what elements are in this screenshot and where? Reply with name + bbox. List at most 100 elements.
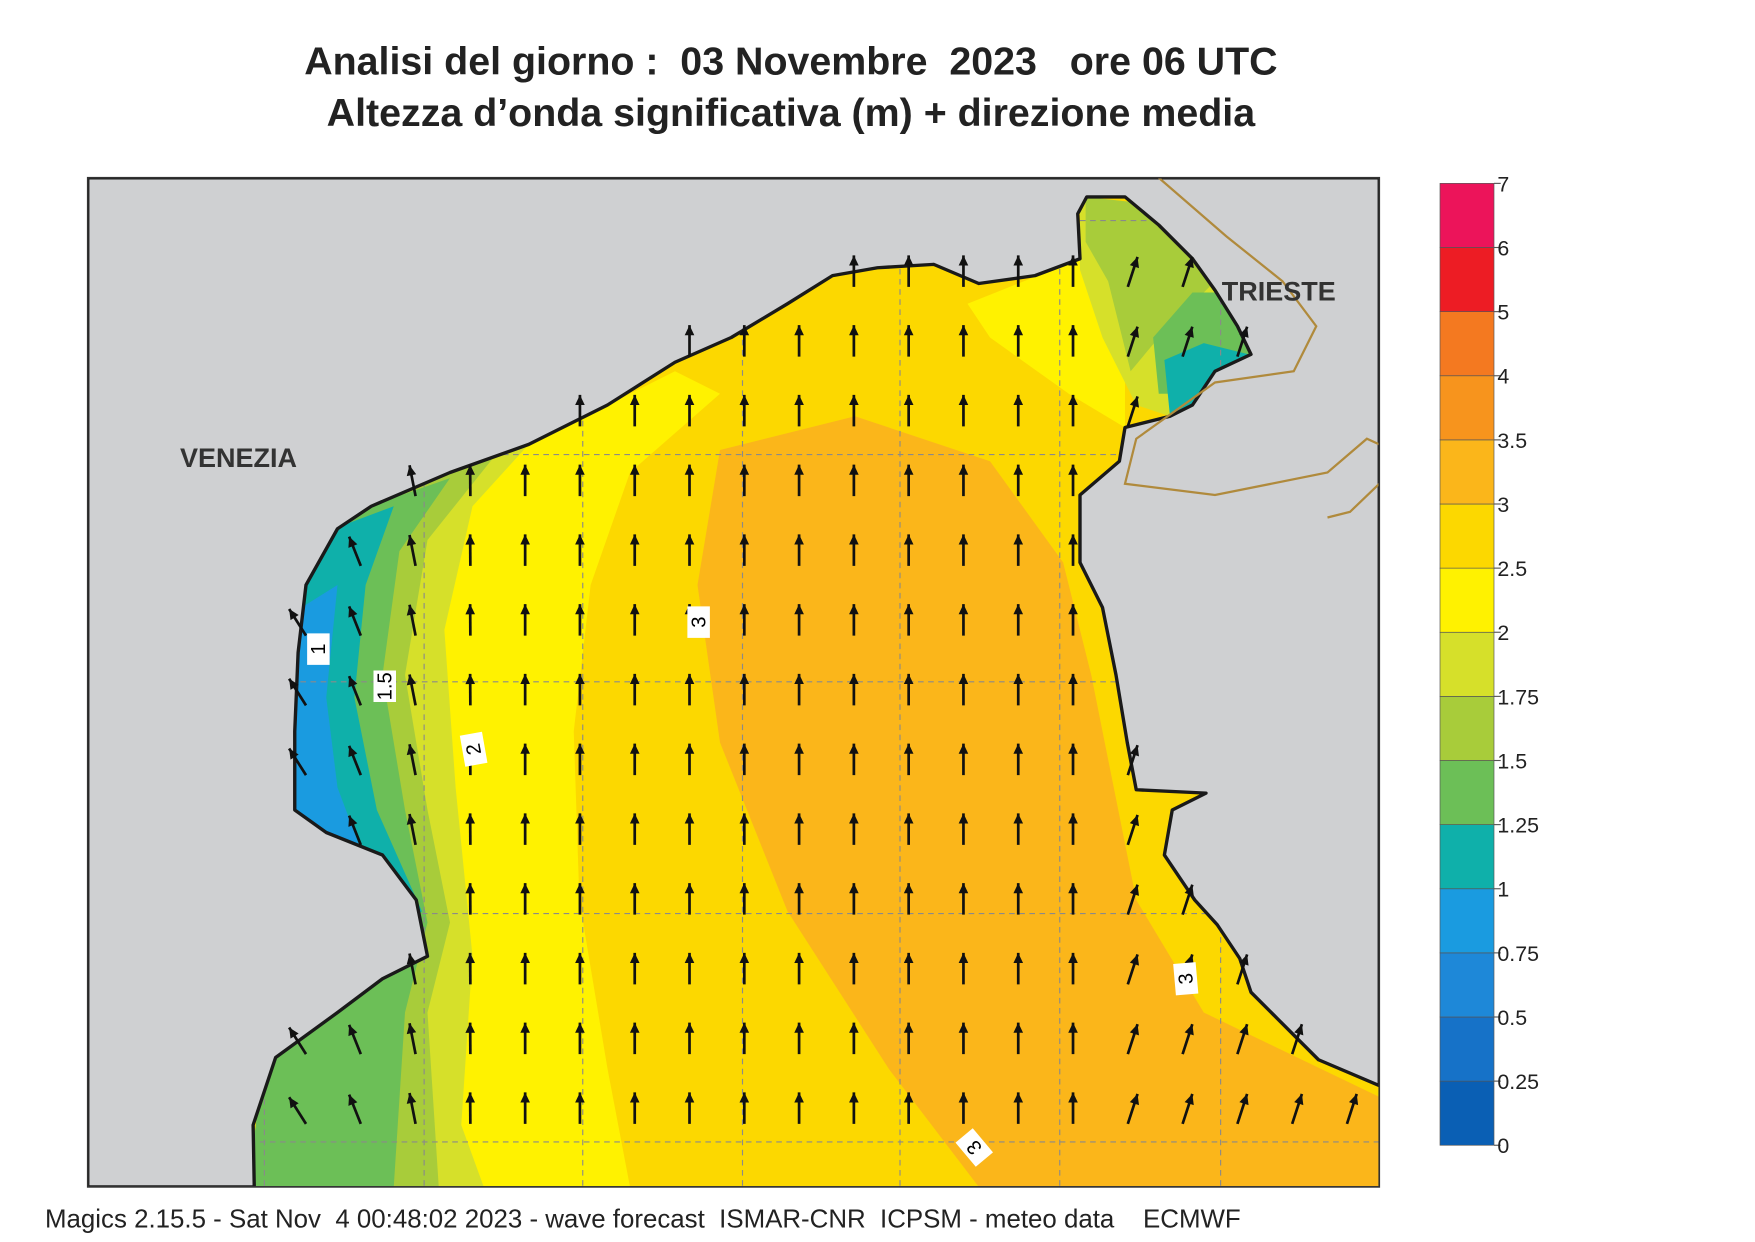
arrow bbox=[406, 953, 417, 985]
arrow-head bbox=[1239, 326, 1249, 338]
arrow-head bbox=[903, 1092, 914, 1103]
arrow bbox=[684, 1022, 695, 1055]
arrow bbox=[958, 325, 969, 357]
wave-band bbox=[967, 258, 1125, 428]
arrow bbox=[1013, 813, 1024, 845]
arrow-head bbox=[1184, 326, 1194, 338]
arrow-head bbox=[1239, 954, 1249, 966]
colorbar-label: 0 bbox=[1497, 1134, 1509, 1158]
arrow-head bbox=[1129, 745, 1139, 757]
arrow bbox=[958, 534, 969, 566]
arrow bbox=[739, 1022, 750, 1055]
arrow-head bbox=[903, 673, 914, 685]
contour-label-box bbox=[1173, 962, 1199, 996]
arrow bbox=[287, 1026, 308, 1055]
place-label: VENEZIA bbox=[180, 443, 297, 473]
arrow bbox=[1013, 952, 1024, 985]
arrow-head bbox=[575, 394, 585, 406]
colorbar-segment bbox=[1439, 1016, 1495, 1082]
arrow-head bbox=[1013, 394, 1024, 406]
arrow-head bbox=[958, 1022, 969, 1033]
arrow bbox=[287, 608, 308, 637]
arrow bbox=[520, 952, 530, 985]
arrow-head bbox=[903, 743, 914, 754]
arrow-head bbox=[849, 883, 859, 894]
arrow bbox=[1013, 325, 1024, 357]
arrow-head bbox=[1013, 813, 1024, 824]
arrow-head bbox=[465, 464, 476, 475]
arrow bbox=[684, 1092, 695, 1124]
arrow bbox=[1068, 952, 1078, 985]
arrow-head bbox=[684, 813, 695, 824]
arrow-head bbox=[465, 1092, 476, 1103]
arrow-head bbox=[849, 1092, 859, 1103]
arrow bbox=[684, 673, 695, 706]
arrow bbox=[958, 813, 969, 845]
arrow bbox=[739, 883, 750, 915]
arrow-head bbox=[1129, 1093, 1139, 1106]
arrow-head bbox=[958, 255, 969, 266]
arrow-head bbox=[958, 883, 969, 894]
arrow bbox=[849, 673, 859, 706]
arrow bbox=[794, 394, 804, 427]
colorbar-segment bbox=[1439, 375, 1495, 441]
arrow-head bbox=[903, 952, 914, 964]
arrow-head bbox=[739, 464, 750, 475]
arrow bbox=[958, 1022, 969, 1055]
arrow bbox=[1236, 1023, 1249, 1055]
arrow bbox=[1013, 604, 1024, 636]
arrow-head bbox=[903, 883, 914, 894]
arrow bbox=[739, 952, 750, 985]
arrow bbox=[849, 743, 859, 776]
arrow bbox=[347, 605, 363, 637]
arrow bbox=[406, 604, 417, 636]
colorbar-segment bbox=[1439, 824, 1495, 890]
arrow bbox=[1126, 256, 1139, 288]
arrow bbox=[1068, 813, 1078, 845]
arrow-head bbox=[1129, 326, 1139, 338]
arrow bbox=[739, 394, 750, 427]
arrow bbox=[739, 673, 750, 706]
arrow bbox=[794, 464, 804, 497]
arrow bbox=[903, 1022, 914, 1055]
arrow bbox=[903, 255, 914, 287]
arrow-head bbox=[465, 673, 476, 685]
arrow bbox=[1290, 1023, 1304, 1055]
arrow bbox=[1345, 1093, 1359, 1125]
arrow bbox=[520, 1022, 530, 1055]
arrow bbox=[794, 534, 804, 566]
arrow-head bbox=[739, 604, 750, 615]
arrow-head bbox=[348, 1094, 358, 1106]
colorbar-segment bbox=[1439, 760, 1495, 825]
arrow-head bbox=[629, 1092, 640, 1103]
arrow-head bbox=[903, 1022, 914, 1033]
arrow-head bbox=[849, 604, 859, 615]
colorbar-label: 2.5 bbox=[1497, 557, 1527, 581]
arrow bbox=[347, 1094, 363, 1125]
arrow-head bbox=[739, 813, 750, 824]
arrow-head bbox=[629, 1022, 640, 1033]
arrow-head bbox=[520, 673, 530, 685]
arrow-head bbox=[1068, 813, 1078, 824]
border bbox=[1123, 177, 1380, 519]
arrow bbox=[406, 813, 417, 846]
colorbar-label: 7 bbox=[1497, 172, 1509, 196]
arrow bbox=[739, 604, 750, 636]
arrow bbox=[575, 743, 585, 776]
arrow-head bbox=[903, 813, 914, 824]
arrow-head bbox=[289, 748, 299, 760]
arrow bbox=[1126, 884, 1139, 916]
arrow-head bbox=[1129, 1024, 1139, 1036]
arrow-head bbox=[289, 609, 299, 621]
arrow bbox=[684, 534, 695, 566]
arrow-head bbox=[406, 604, 417, 616]
arrow-head bbox=[520, 464, 530, 475]
arrow bbox=[958, 394, 969, 427]
arrow-head bbox=[289, 1027, 299, 1039]
colorbar-label: 2 bbox=[1497, 621, 1509, 645]
arrow bbox=[903, 394, 914, 427]
arrow-head bbox=[348, 536, 358, 548]
arrow-head bbox=[794, 1092, 804, 1103]
arrow-head bbox=[1013, 743, 1024, 754]
